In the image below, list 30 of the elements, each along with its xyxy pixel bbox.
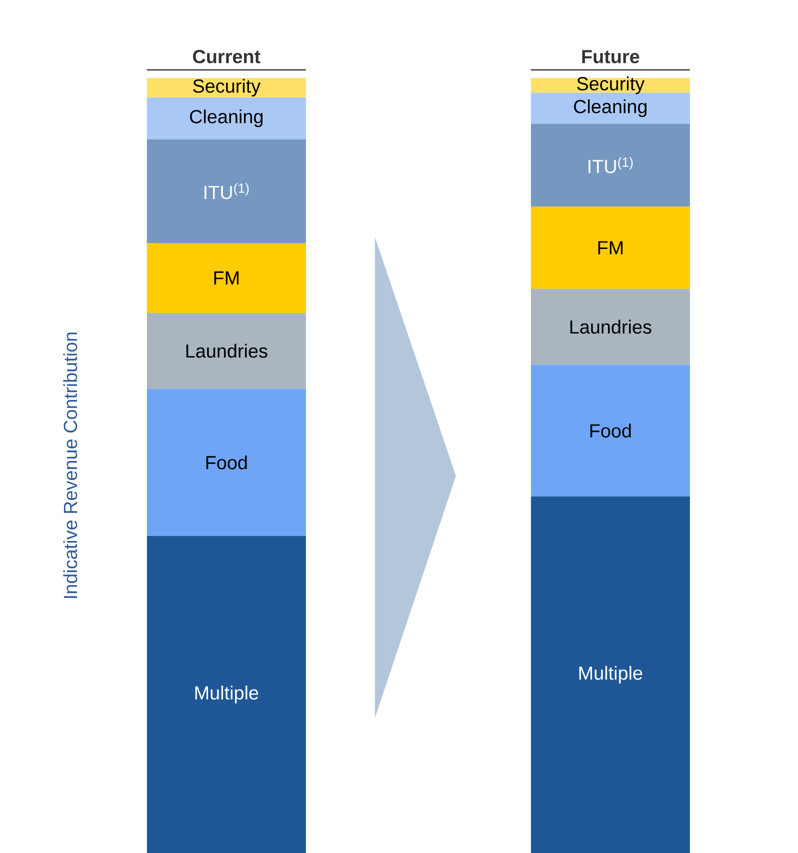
bar (146, 243, 306, 313)
text: Food (206, 455, 247, 470)
text: FM (598, 241, 623, 254)
x-tick-label: Future (582, 50, 640, 64)
bar (530, 364, 690, 496)
bar (530, 288, 690, 365)
text: Laundries (570, 320, 652, 334)
series-label: ITU$^{(1)}$ (588, 157, 633, 174)
series-label: Laundries (186, 344, 268, 358)
text: Cleaning (190, 109, 263, 128)
series-label: Food (590, 424, 631, 438)
bar (146, 139, 306, 244)
bar (146, 78, 306, 98)
x-tick-label: Current (193, 50, 260, 64)
y-axis-title: Indicative Revenue Contribution (63, 332, 78, 598)
text: Multiple (579, 666, 642, 684)
bar (146, 312, 306, 389)
series-label: Security (193, 78, 261, 96)
series-label: Cleaning (574, 99, 647, 118)
bar (530, 496, 690, 853)
bar (146, 536, 306, 853)
series-label: Multiple (195, 686, 258, 704)
bar (530, 206, 690, 289)
bar (146, 97, 306, 140)
bar (530, 124, 690, 207)
bar (530, 92, 690, 124)
bar (146, 388, 306, 536)
text: ITU$^{(1)}$ (204, 183, 249, 200)
text: Security (577, 76, 645, 94)
series-label: FM (214, 271, 239, 284)
